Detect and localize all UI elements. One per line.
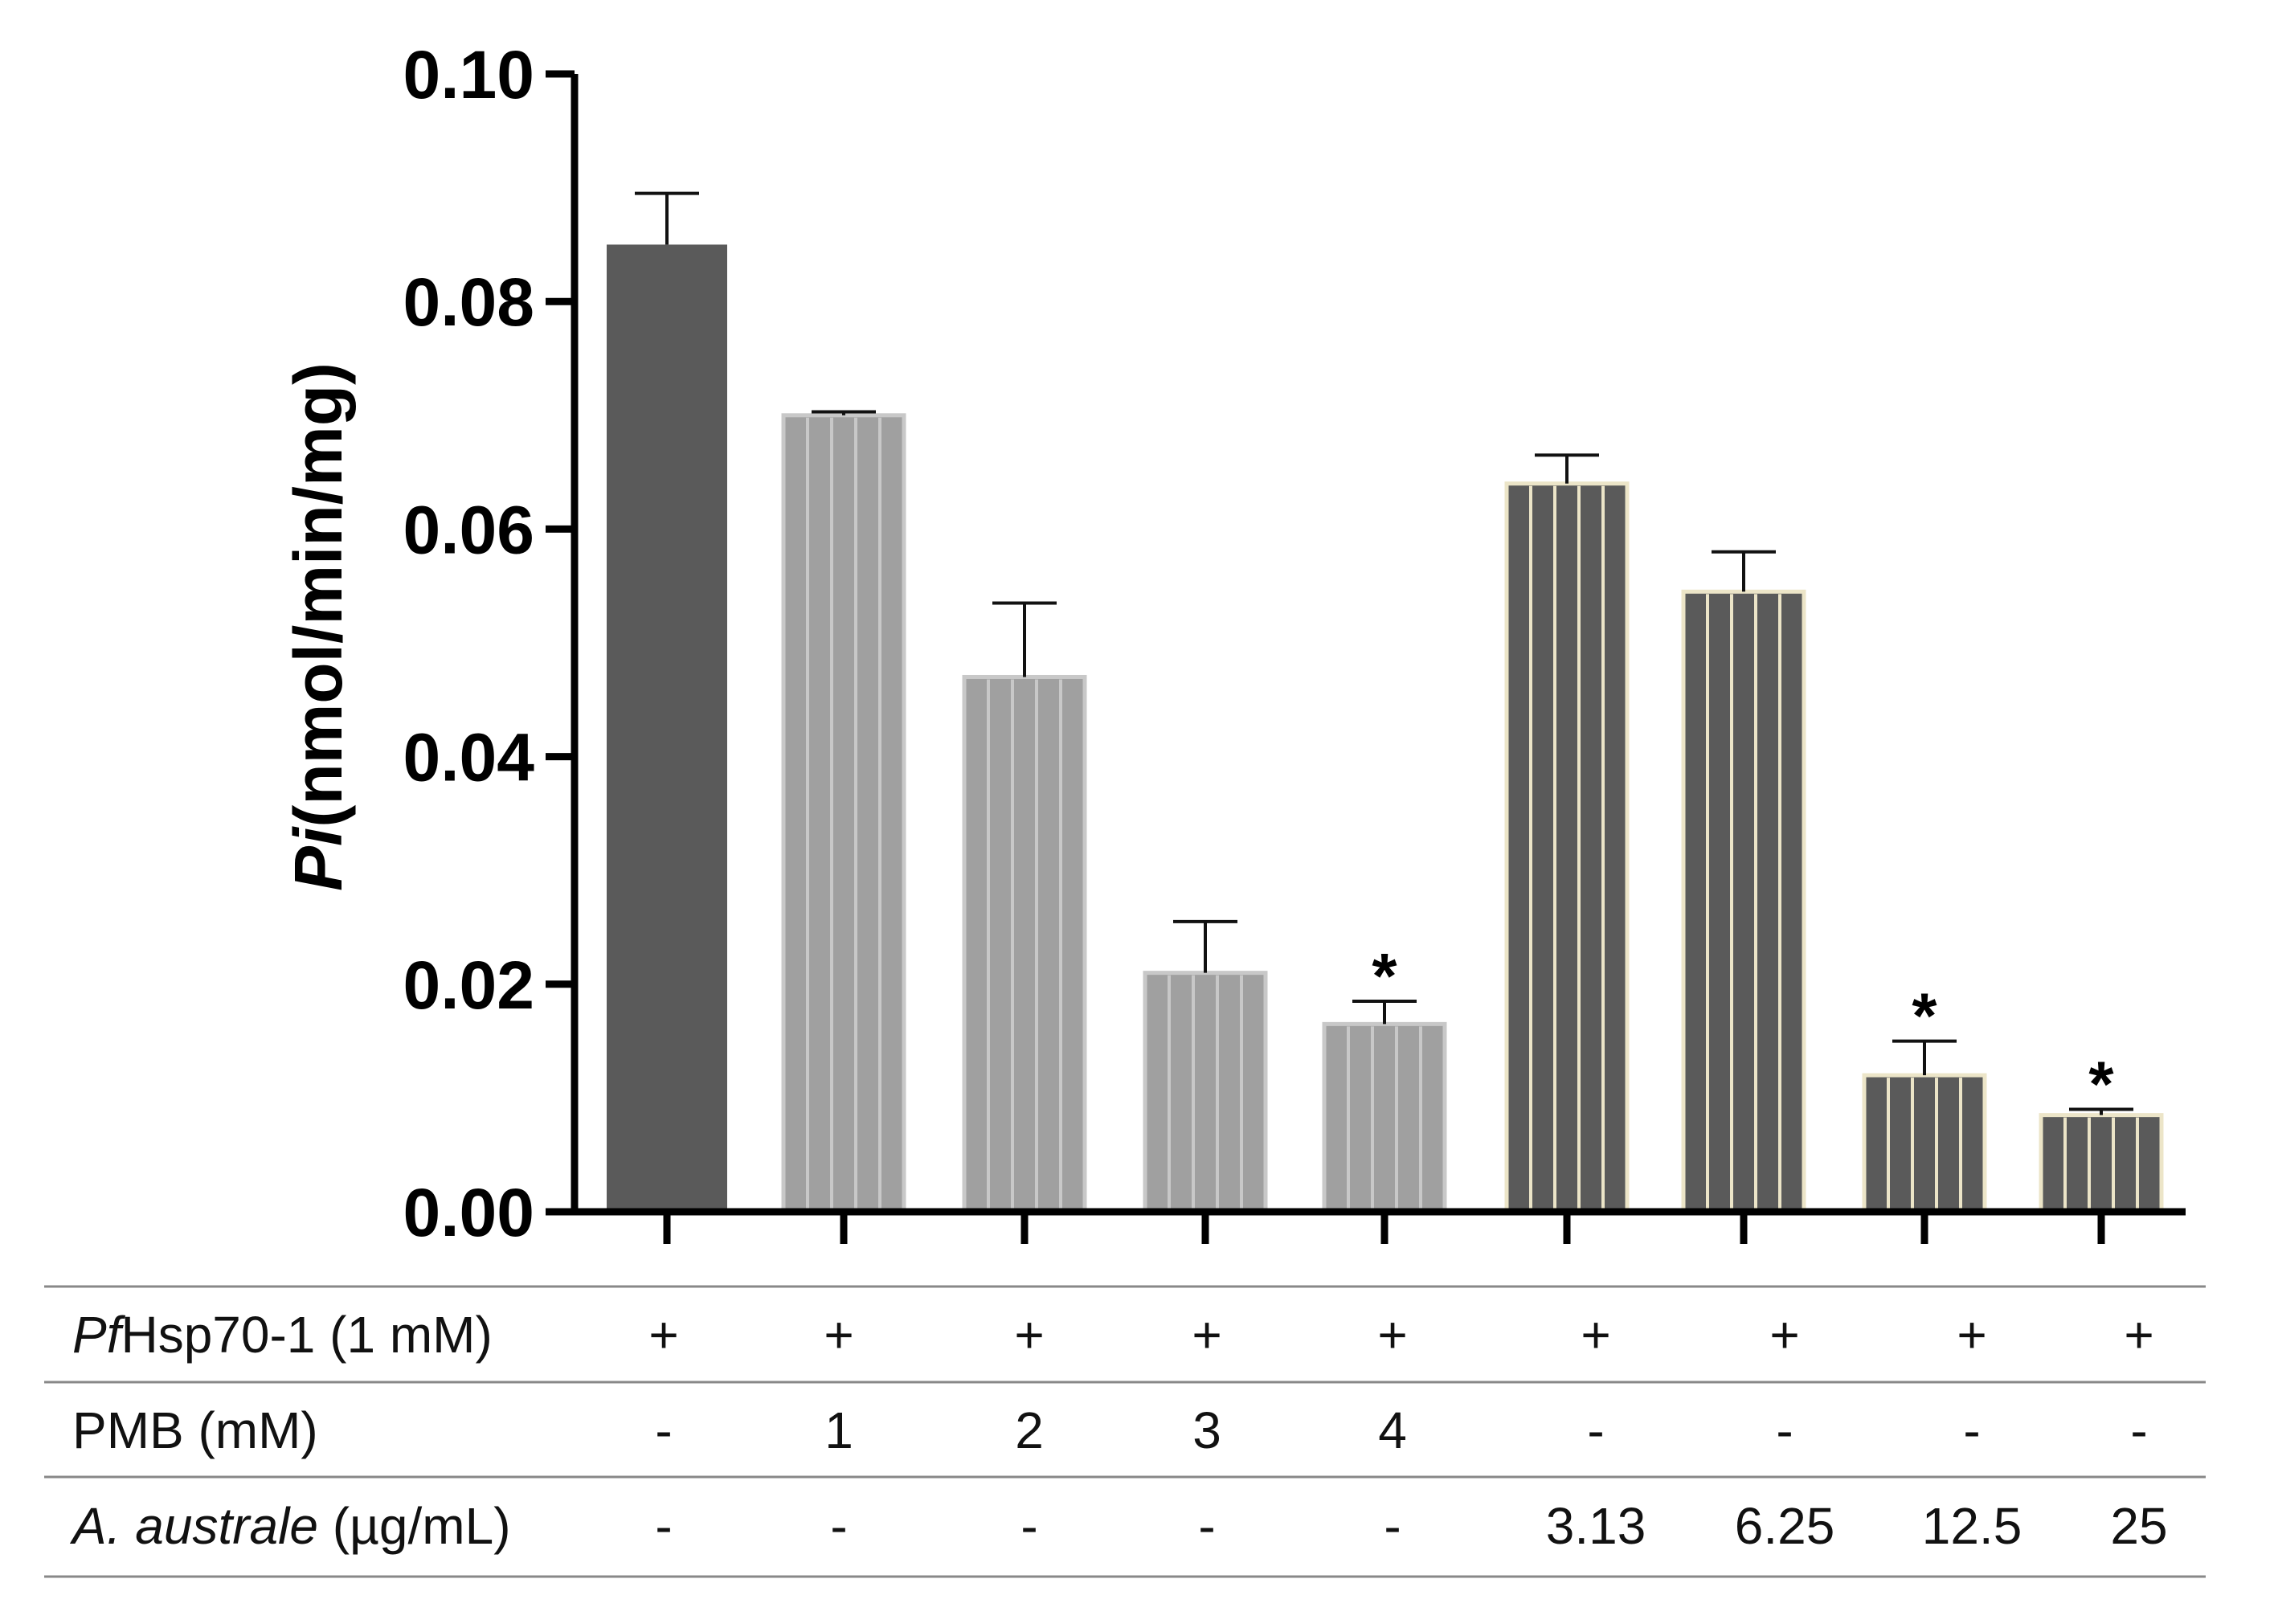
table-cell: + [1014,1306,1044,1364]
table-cell: 1 [824,1401,853,1459]
table-cell: - [655,1401,672,1459]
table-cell: - [1384,1497,1401,1555]
table-cell: - [2130,1401,2147,1459]
error-bar [992,601,1057,677]
table-row-label-italic: A. australe [69,1497,318,1555]
table-cell: + [1377,1306,1407,1364]
bar-fill [1322,1021,1447,1214]
bar-fill [781,413,906,1214]
bars [607,244,2164,1214]
table-cell: - [655,1497,672,1555]
x-axis-ticks [663,1212,2105,1244]
table-cell: - [1776,1401,1793,1459]
table-cell: 12.5 [1922,1497,2022,1555]
y-axis-ticks: 0.00 0.02 0.04 0.06 0.08 0.10 [403,37,575,1250]
error-bar [812,410,876,415]
table-row-label-text: (µg/mL) [318,1497,511,1555]
table-cell: - [1020,1497,1037,1555]
table-cell: + [1957,1306,1986,1364]
y-tick-label: 0.00 [403,1175,535,1250]
bar [1504,481,1630,1214]
bar-fill [1681,589,1806,1214]
table-row-label-text: Hsp70-1 (1 mM) [121,1306,492,1364]
table-cell: + [824,1306,853,1364]
table-cell: + [2124,1306,2153,1364]
table-row-label: PfHsp70-1 (1 mM) [72,1306,493,1364]
table-cell: 2 [1015,1401,1044,1459]
table-row-label: PMB (mM) [72,1401,318,1459]
table-cell: 3 [1192,1401,1221,1459]
significance-star: * [1372,940,1397,1012]
error-bar [1173,919,1237,973]
bar-fill [607,244,727,1212]
table-row-label-italic: Pf [72,1306,126,1364]
error-bar [1535,453,1599,484]
error-bar [2069,1107,2133,1115]
table-row-label-text: PMB (mM) [72,1401,318,1459]
y-axis-label: Pi(nmol/min/mg) [280,362,356,891]
table-cell: - [1587,1401,1604,1459]
svg-text:Pi(nmol/min/mg): Pi(nmol/min/mg) [280,362,356,891]
bar [1862,1073,1987,1214]
bar-fill [1143,971,1268,1214]
table-cell: 25 [2110,1497,2167,1555]
y-tick-label: 0.08 [403,264,535,340]
bar-fill [2039,1113,2164,1214]
error-bar [1892,1039,1957,1076]
table-cell: + [1769,1306,1799,1364]
error-bar [1352,1000,1417,1025]
bar-fill [1504,481,1630,1214]
table-cell: 3.13 [1546,1497,1646,1555]
table-cell: 4 [1378,1401,1407,1459]
table-cell: + [1192,1306,1221,1364]
bar [1681,589,1806,1214]
significance-star: * [2088,1049,2114,1120]
table-cell: - [830,1497,847,1555]
y-tick-label: 0.06 [403,492,535,567]
table-row-label: A. australe (µg/mL) [69,1497,511,1555]
error-bar [1712,550,1776,592]
bar [607,244,727,1212]
y-axis-label-units: (nmol/min/mg) [280,362,356,828]
table-cell: - [1963,1401,1980,1459]
condition-table: PfHsp70-1 (1 mM) + + + + + + + + + PMB (mM) - 1 2 3 4 - -… [44,1285,2206,1578]
bar [2039,1113,2164,1214]
y-tick-label: 0.02 [403,947,535,1023]
bar-fill [1862,1073,1987,1214]
bar [781,413,906,1214]
bar-fill [962,674,1087,1214]
significance-markers: * * * [1372,940,2114,1120]
error-bar [635,191,699,245]
bar [962,674,1087,1214]
table-cell: + [1581,1306,1610,1364]
table-cell: 6.25 [1735,1497,1835,1555]
bar [1143,971,1268,1214]
significance-star: * [1912,980,1937,1052]
y-tick-label: 0.10 [403,37,535,112]
bar [1322,1021,1447,1214]
y-tick-label: 0.04 [403,720,535,796]
error-bars [635,191,2133,1115]
table-cell: - [1198,1497,1215,1555]
y-axis-label-italic: Pi [280,826,356,891]
table-cell: + [648,1306,678,1364]
